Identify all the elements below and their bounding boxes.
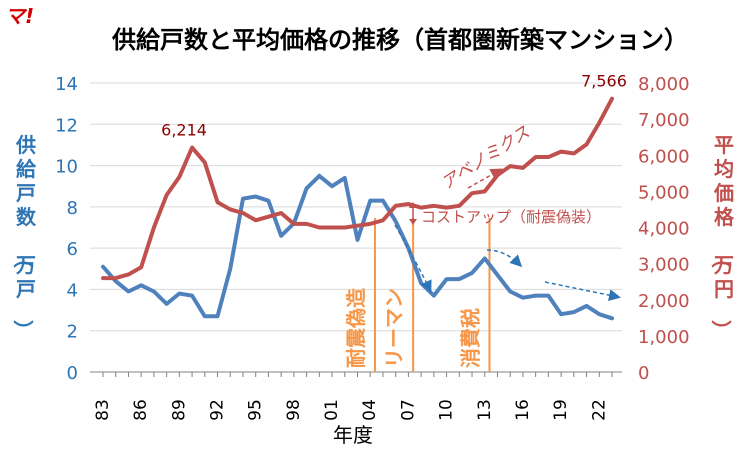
y-right-tick-label: 7,000	[638, 110, 690, 131]
y-right-tick-label: 3,000	[638, 255, 690, 276]
trend-arrow-red	[467, 168, 503, 189]
trend-arrow-blue	[486, 249, 523, 268]
y-left-tick-label: 0	[67, 363, 78, 384]
series-line-price	[101, 96, 614, 281]
x-tick-label: 95	[246, 399, 266, 421]
y-right-tick-label: 1,000	[638, 327, 690, 348]
y-left-tick-label: 6	[67, 239, 78, 260]
y-right-tick-label: 2,000	[638, 291, 690, 312]
x-tick-label: 89	[169, 399, 189, 421]
event-label: リーマン	[382, 288, 406, 368]
annotation-arrow-head	[409, 202, 417, 208]
x-tick-label: 22	[589, 399, 609, 421]
x-tick-label: 10	[437, 399, 457, 421]
y-right-tick-label: 5,000	[638, 182, 690, 203]
trend-arrow-blue	[544, 281, 621, 302]
x-tick-label: 07	[398, 399, 418, 421]
annotation-arrow-head	[409, 219, 417, 225]
y-left-tick-label: 8	[67, 198, 78, 219]
series-line-supply	[101, 173, 614, 321]
chart-title: 供給戸数と平均価格の推移（首都圏新築マンション）	[112, 26, 688, 54]
x-tick-label: 01	[322, 399, 342, 421]
y-right-tick-label: 8,000	[638, 74, 690, 95]
event-label: 耐震偽造	[344, 287, 368, 368]
x-tick-label: 98	[284, 399, 304, 421]
y-left-tick-label: 4	[67, 280, 78, 301]
y-axis-label-left: 供給戸数（万戸）	[11, 133, 37, 340]
y-left-tick-label: 12	[55, 115, 78, 136]
x-tick-label: 19	[551, 399, 571, 421]
logo-badge: マ!	[5, 4, 35, 28]
y-left-tick-label: 10	[55, 157, 78, 178]
y-right-tick-label: 4,000	[638, 219, 690, 240]
y-right-tick-label: 0	[638, 363, 649, 384]
annotation-cost-up: コストアップ（耐震偽装）	[421, 208, 601, 226]
x-tick-label: 16	[513, 399, 533, 421]
y-right-tick-label: 6,000	[638, 146, 690, 167]
event-label: 消費税	[458, 308, 482, 368]
x-tick-label: 13	[475, 399, 495, 421]
data-label: 6,214	[161, 121, 207, 140]
x-tick-label: 86	[131, 399, 151, 421]
annotation-abenomics: アベノミクス	[438, 122, 534, 194]
data-label: 7,566	[581, 72, 627, 91]
y-left-tick-label: 2	[67, 322, 78, 343]
x-axis-label: 年度	[333, 423, 373, 447]
trend-arrow-blue	[394, 224, 432, 293]
x-tick-label: 92	[208, 399, 228, 421]
y-axis-label-right: 平均価格（万円）	[709, 133, 735, 340]
x-tick-label: 83	[93, 399, 113, 421]
y-left-tick-label: 14	[55, 74, 78, 95]
x-tick-label: 04	[360, 399, 380, 421]
